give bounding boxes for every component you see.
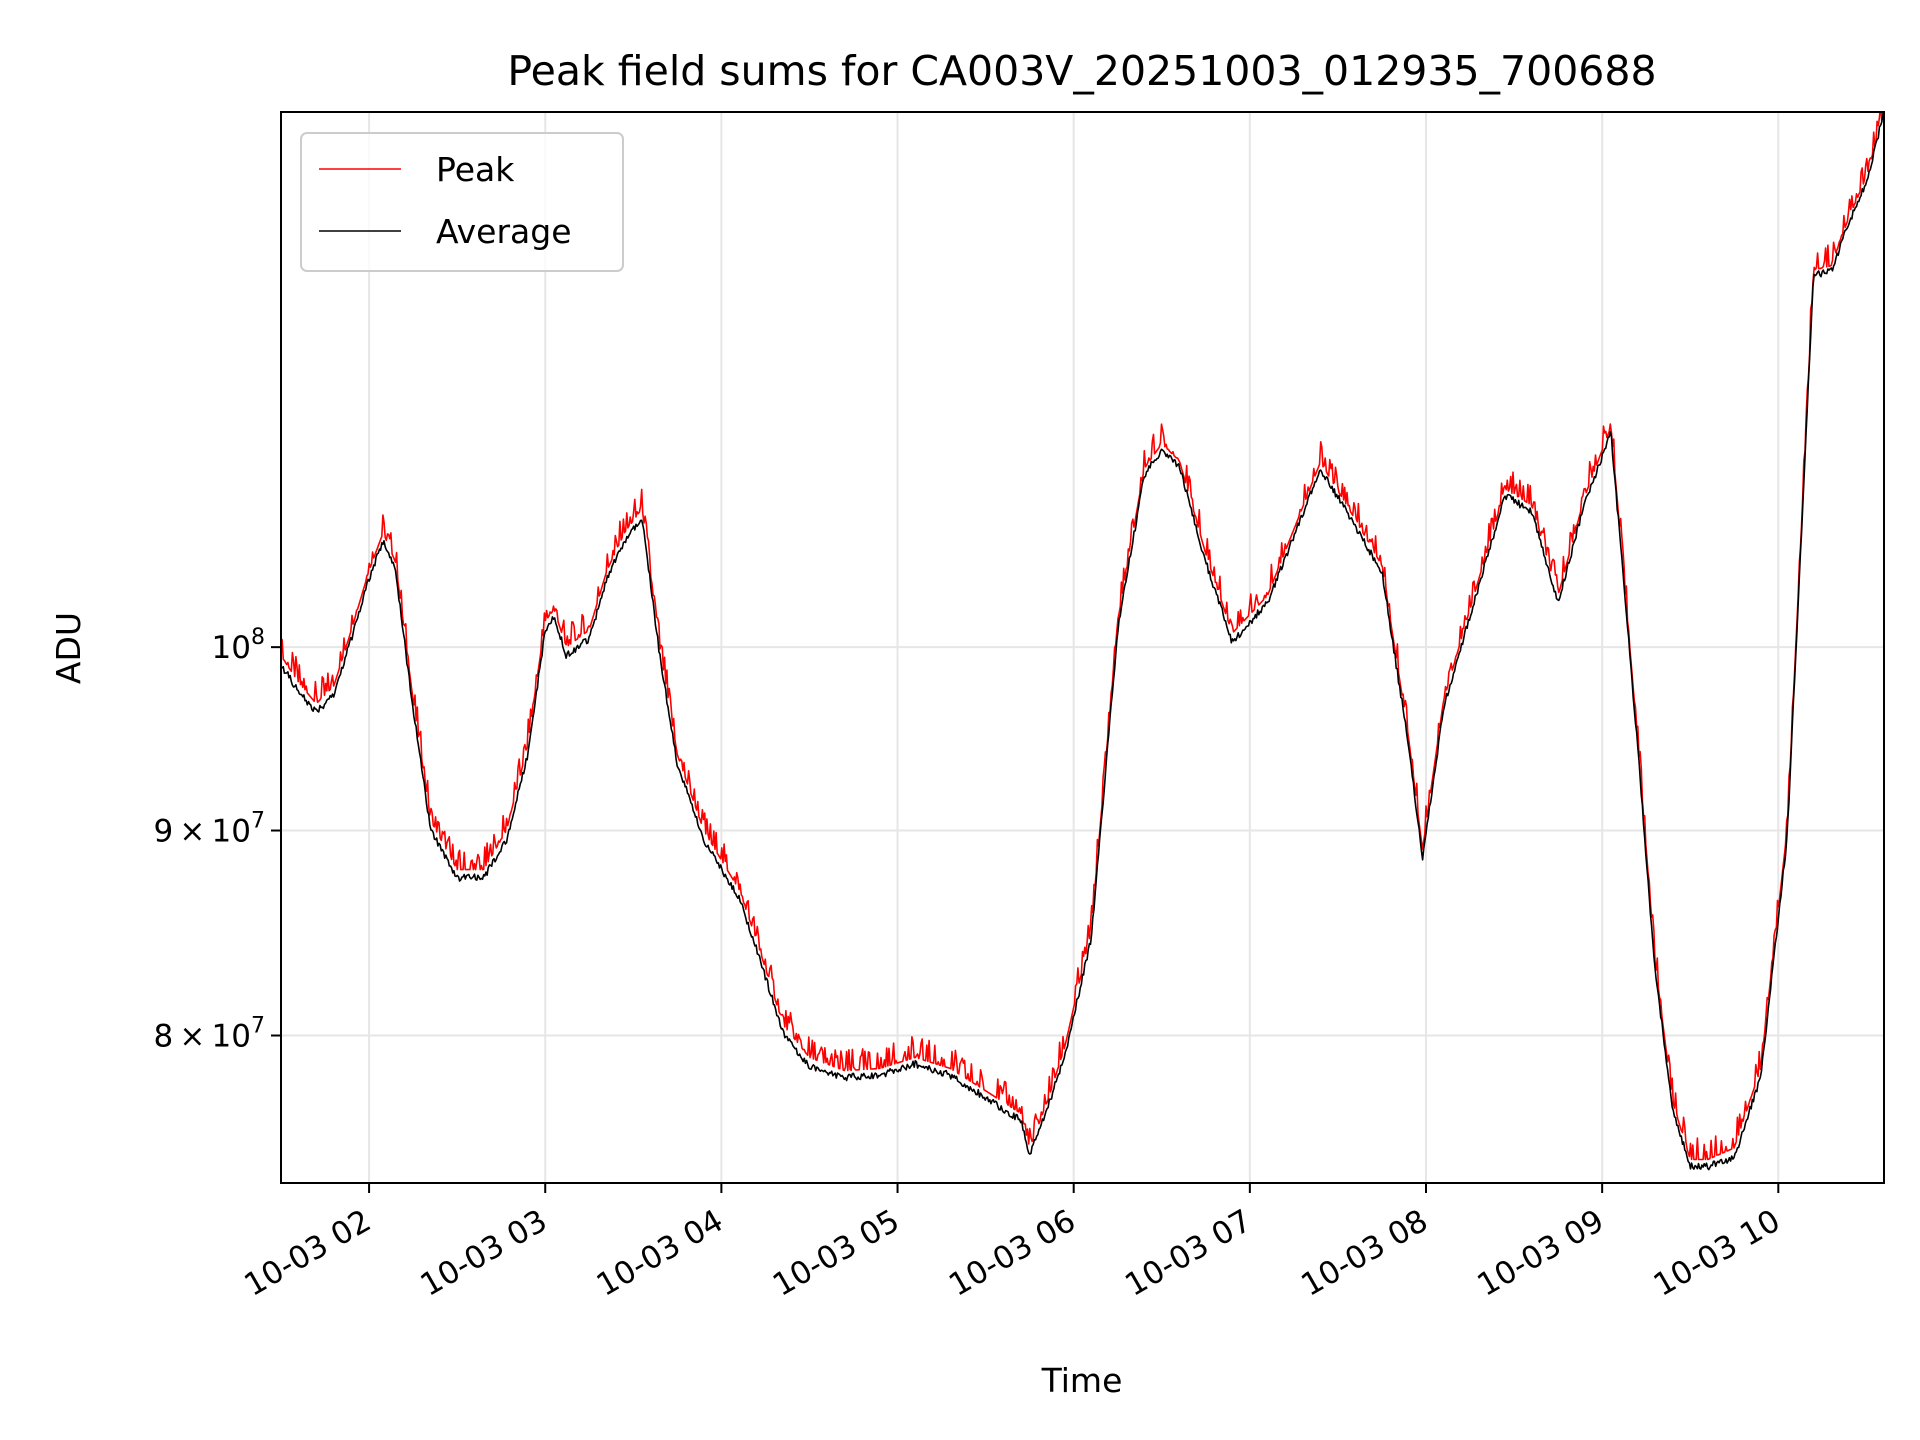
chart-title: Peak field sums for CA003V_20251003_0129… bbox=[507, 47, 1656, 95]
y-tick-label: 9 × 107 bbox=[153, 809, 265, 850]
y-tick-label: 108 bbox=[212, 625, 265, 666]
grid bbox=[281, 112, 1884, 1183]
legend-label-average: Average bbox=[436, 212, 572, 251]
legend: Peak Average bbox=[300, 132, 624, 272]
y-axis-label: ADU bbox=[49, 612, 88, 684]
series-line-average bbox=[281, 112, 1884, 1171]
series-layer bbox=[281, 112, 1884, 1171]
legend-label-peak: Peak bbox=[436, 150, 515, 189]
x-axis-label: Time bbox=[1041, 1361, 1123, 1400]
y-tick-label: 8 × 107 bbox=[153, 1014, 265, 1055]
y-ticks: 8 × 107 9 × 107 108 bbox=[153, 625, 281, 1055]
legend-box bbox=[300, 132, 624, 272]
